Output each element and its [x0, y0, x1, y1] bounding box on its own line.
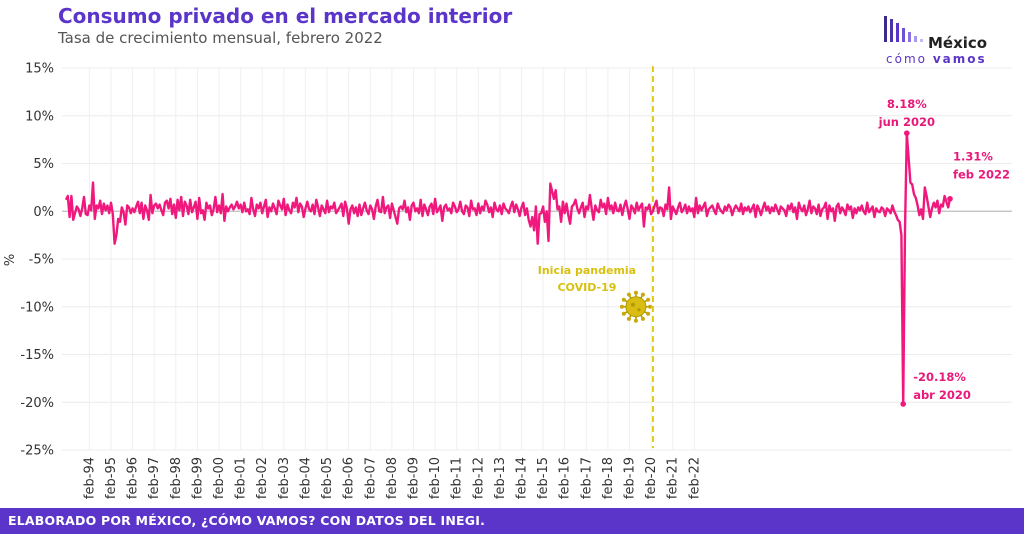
- y-tick-label: 5%: [33, 157, 54, 172]
- virus-spike-tip: [640, 292, 645, 297]
- x-tick-label: feb-00: [212, 457, 227, 499]
- virus-spike-tip: [646, 311, 651, 316]
- x-tick-label: feb-06: [342, 457, 357, 499]
- x-tick-label: feb-21: [666, 457, 681, 499]
- x-tick-label: feb-13: [493, 457, 508, 499]
- x-tick-label: feb-07: [363, 457, 378, 499]
- x-tick-label: feb-09: [406, 457, 421, 499]
- x-tick-label: feb-95: [104, 457, 119, 499]
- x-tick-label: feb-18: [601, 457, 616, 499]
- last-point: [947, 195, 953, 202]
- x-tick-label: feb-12: [471, 457, 486, 499]
- y-tick-label: -15%: [20, 348, 54, 363]
- logo-tagline: cómo vamos: [886, 52, 987, 66]
- trough-point: [900, 401, 906, 407]
- x-tick-label: feb-02: [255, 457, 270, 499]
- virus-spike-tip: [621, 311, 626, 316]
- series-line: [64, 131, 952, 406]
- x-tick-label: feb-04: [298, 457, 313, 499]
- footer-credit: ELABORADO POR MÉXICO, ¿CÓMO VAMOS? CON D…: [8, 513, 486, 528]
- peak-date-label: jun 2020: [878, 115, 935, 129]
- y-tick-label: -25%: [20, 444, 54, 459]
- x-tick-label: feb-15: [536, 457, 551, 499]
- virus-spot: [637, 308, 641, 312]
- chart-title: Consumo privado en el mercado interior: [58, 4, 513, 28]
- virus-spike-tip: [619, 304, 624, 309]
- trough-value-label: -20.18%: [913, 370, 966, 384]
- virus-spike-tip: [640, 316, 645, 321]
- logo-bars-icon: [884, 16, 923, 42]
- footer-bar: ELABORADO POR MÉXICO, ¿CÓMO VAMOS? CON D…: [0, 508, 1024, 534]
- peak-value-label: 8.18%: [887, 97, 927, 111]
- covid-label-line2: COVID-19: [557, 281, 616, 294]
- x-axis: feb-94 feb-95 feb-96 feb-97 feb-98 feb-99 feb-…: [82, 457, 702, 499]
- x-tick-label: feb-96: [126, 457, 141, 499]
- logo-tagline-a: cómo: [886, 52, 927, 66]
- virus-spike-tip: [646, 297, 651, 302]
- last-date-label: feb 2022: [953, 168, 1010, 182]
- y-tick-label: -5%: [29, 253, 54, 268]
- virus-spike-tip: [626, 316, 631, 321]
- virus-spike-tip: [647, 304, 652, 309]
- chart-grid: [62, 67, 1012, 451]
- y-tick-label: -10%: [20, 300, 54, 315]
- x-tick-label: feb-14: [515, 457, 530, 499]
- x-tick-label: feb-05: [320, 457, 335, 499]
- covid-label-line1: Inicia pandemia: [538, 264, 636, 277]
- virus-spot: [630, 302, 635, 307]
- chart-subtitle: Tasa de crecimiento mensual, febrero 202…: [58, 29, 383, 47]
- x-tick-label: feb-11: [450, 457, 465, 499]
- brand-logo: México cómo vamos: [882, 12, 1012, 72]
- virus-spike-tip: [633, 290, 638, 295]
- y-tick-label: -20%: [20, 396, 54, 411]
- y-tick-label: 10%: [25, 109, 54, 124]
- x-tick-label: feb-08: [385, 457, 400, 499]
- y-tick-label: 15%: [25, 62, 54, 77]
- virus-spike-tip: [633, 318, 638, 323]
- logo-tagline-b: vamos: [932, 52, 987, 66]
- x-tick-label: feb-10: [428, 457, 443, 499]
- logo-wordmark: México: [928, 34, 988, 52]
- trough-date-label: abr 2020: [913, 388, 971, 402]
- x-tick-label: feb-98: [169, 457, 184, 499]
- last-value-label: 1.31%: [953, 150, 993, 164]
- y-axis: 15% 10% 5% 0% -5% -10% -15% -20% -25%: [20, 62, 54, 459]
- virus-icon: [619, 290, 652, 323]
- x-tick-label: feb-01: [234, 457, 249, 499]
- x-tick-label: feb-97: [147, 457, 162, 499]
- y-tick-label: 0%: [33, 205, 54, 220]
- x-tick-label: feb-94: [82, 457, 97, 499]
- x-tick-label: feb-03: [277, 457, 292, 499]
- peak-point: [903, 130, 910, 136]
- x-tick-label: feb-17: [579, 457, 594, 499]
- line-chart: 15%10%5%0%-5%-10%-15%-20%-25% feb-94 feb-…: [3, 62, 1012, 499]
- x-tick-label: feb-19: [623, 457, 638, 499]
- y-axis-label: %: [3, 254, 18, 266]
- x-tick-label: feb-16: [558, 457, 573, 499]
- x-tick-label: feb-22: [687, 457, 702, 499]
- virus-body: [625, 296, 647, 318]
- x-tick-label: feb-99: [190, 457, 205, 499]
- virus-spike-tip: [626, 292, 631, 297]
- x-tick-label: feb-20: [644, 457, 659, 499]
- virus-spike-tip: [621, 297, 626, 302]
